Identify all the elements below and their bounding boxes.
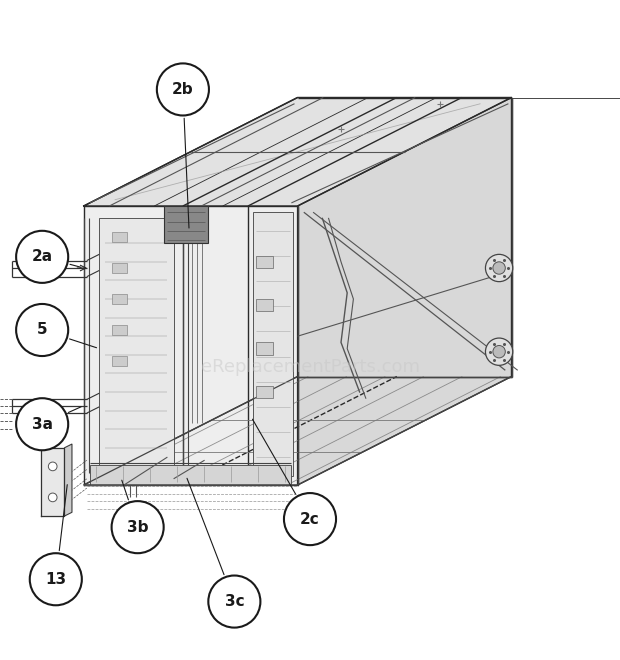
Circle shape xyxy=(16,398,68,450)
Bar xyxy=(112,263,127,273)
Circle shape xyxy=(112,501,164,553)
Bar xyxy=(256,255,273,268)
Circle shape xyxy=(16,304,68,356)
Text: 3b: 3b xyxy=(127,519,148,535)
Bar xyxy=(253,213,293,476)
Circle shape xyxy=(48,493,57,502)
Bar xyxy=(112,356,127,366)
Text: 3a: 3a xyxy=(32,416,53,432)
Circle shape xyxy=(48,462,57,471)
Polygon shape xyxy=(298,98,511,485)
Bar xyxy=(112,232,127,242)
Circle shape xyxy=(493,262,505,274)
Bar xyxy=(90,465,291,485)
Circle shape xyxy=(30,553,82,605)
Circle shape xyxy=(485,338,513,366)
Circle shape xyxy=(208,576,260,628)
Polygon shape xyxy=(64,444,72,516)
Circle shape xyxy=(493,345,505,358)
Polygon shape xyxy=(41,447,64,516)
Bar xyxy=(256,386,273,398)
Bar xyxy=(164,206,208,243)
Bar xyxy=(256,299,273,312)
Bar xyxy=(112,325,127,335)
Text: eReplacementParts.com: eReplacementParts.com xyxy=(200,358,420,376)
Text: 13: 13 xyxy=(45,572,66,587)
Text: 3c: 3c xyxy=(224,594,244,609)
Circle shape xyxy=(485,254,513,282)
Text: 2b: 2b xyxy=(172,82,193,97)
Text: 2a: 2a xyxy=(32,249,53,265)
Circle shape xyxy=(16,231,68,283)
Polygon shape xyxy=(84,206,298,485)
Bar xyxy=(112,294,127,304)
Text: 2c: 2c xyxy=(300,512,320,527)
Polygon shape xyxy=(84,98,511,206)
Circle shape xyxy=(157,63,209,116)
Text: 5: 5 xyxy=(37,323,48,337)
Bar xyxy=(99,218,174,473)
Bar xyxy=(256,343,273,355)
Circle shape xyxy=(284,493,336,545)
